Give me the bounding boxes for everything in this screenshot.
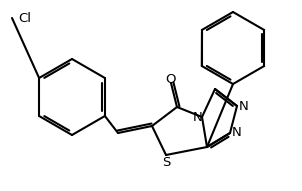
Text: Cl: Cl bbox=[18, 11, 31, 24]
Text: O: O bbox=[166, 73, 176, 86]
Text: N: N bbox=[193, 111, 203, 124]
Text: N: N bbox=[232, 126, 242, 139]
Text: N: N bbox=[239, 100, 249, 112]
Text: S: S bbox=[162, 156, 170, 169]
